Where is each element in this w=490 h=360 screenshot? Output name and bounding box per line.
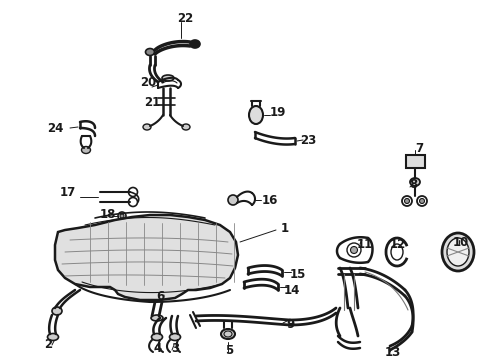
Polygon shape xyxy=(406,155,425,168)
Ellipse shape xyxy=(350,247,358,253)
Ellipse shape xyxy=(120,214,124,218)
Text: 9: 9 xyxy=(286,319,294,332)
Ellipse shape xyxy=(410,178,420,186)
Ellipse shape xyxy=(190,40,200,48)
Text: 21: 21 xyxy=(144,95,160,108)
Ellipse shape xyxy=(419,198,424,203)
Text: 16: 16 xyxy=(262,194,278,207)
Ellipse shape xyxy=(249,106,263,124)
Text: 24: 24 xyxy=(47,122,63,135)
Text: 11: 11 xyxy=(357,238,373,251)
Text: 3: 3 xyxy=(171,342,179,355)
Text: 2: 2 xyxy=(44,338,52,351)
Text: 6: 6 xyxy=(156,289,164,302)
Ellipse shape xyxy=(146,49,154,55)
Ellipse shape xyxy=(221,329,235,339)
Ellipse shape xyxy=(228,195,238,205)
Text: 15: 15 xyxy=(290,269,306,282)
Ellipse shape xyxy=(52,307,62,315)
Text: 23: 23 xyxy=(300,134,316,147)
Text: 7: 7 xyxy=(415,141,423,154)
Text: 1: 1 xyxy=(281,221,289,234)
Text: 13: 13 xyxy=(385,346,401,359)
Ellipse shape xyxy=(151,315,163,321)
Text: 22: 22 xyxy=(177,12,193,24)
Ellipse shape xyxy=(48,333,58,341)
Ellipse shape xyxy=(405,198,410,203)
Text: 14: 14 xyxy=(284,284,300,297)
Text: 18: 18 xyxy=(100,208,116,221)
Ellipse shape xyxy=(81,147,91,153)
Ellipse shape xyxy=(143,124,151,130)
Text: 5: 5 xyxy=(225,343,233,356)
Ellipse shape xyxy=(182,124,190,130)
Text: 20: 20 xyxy=(140,76,156,89)
Ellipse shape xyxy=(447,238,469,266)
Text: 4: 4 xyxy=(154,342,162,355)
Text: 17: 17 xyxy=(60,185,76,198)
Text: 8: 8 xyxy=(409,179,417,192)
Polygon shape xyxy=(55,215,238,300)
Text: 12: 12 xyxy=(390,238,406,251)
Text: 19: 19 xyxy=(270,105,286,118)
Ellipse shape xyxy=(442,233,474,271)
Text: 10: 10 xyxy=(453,235,469,248)
Ellipse shape xyxy=(170,333,180,341)
Ellipse shape xyxy=(162,75,174,81)
Ellipse shape xyxy=(151,333,163,341)
